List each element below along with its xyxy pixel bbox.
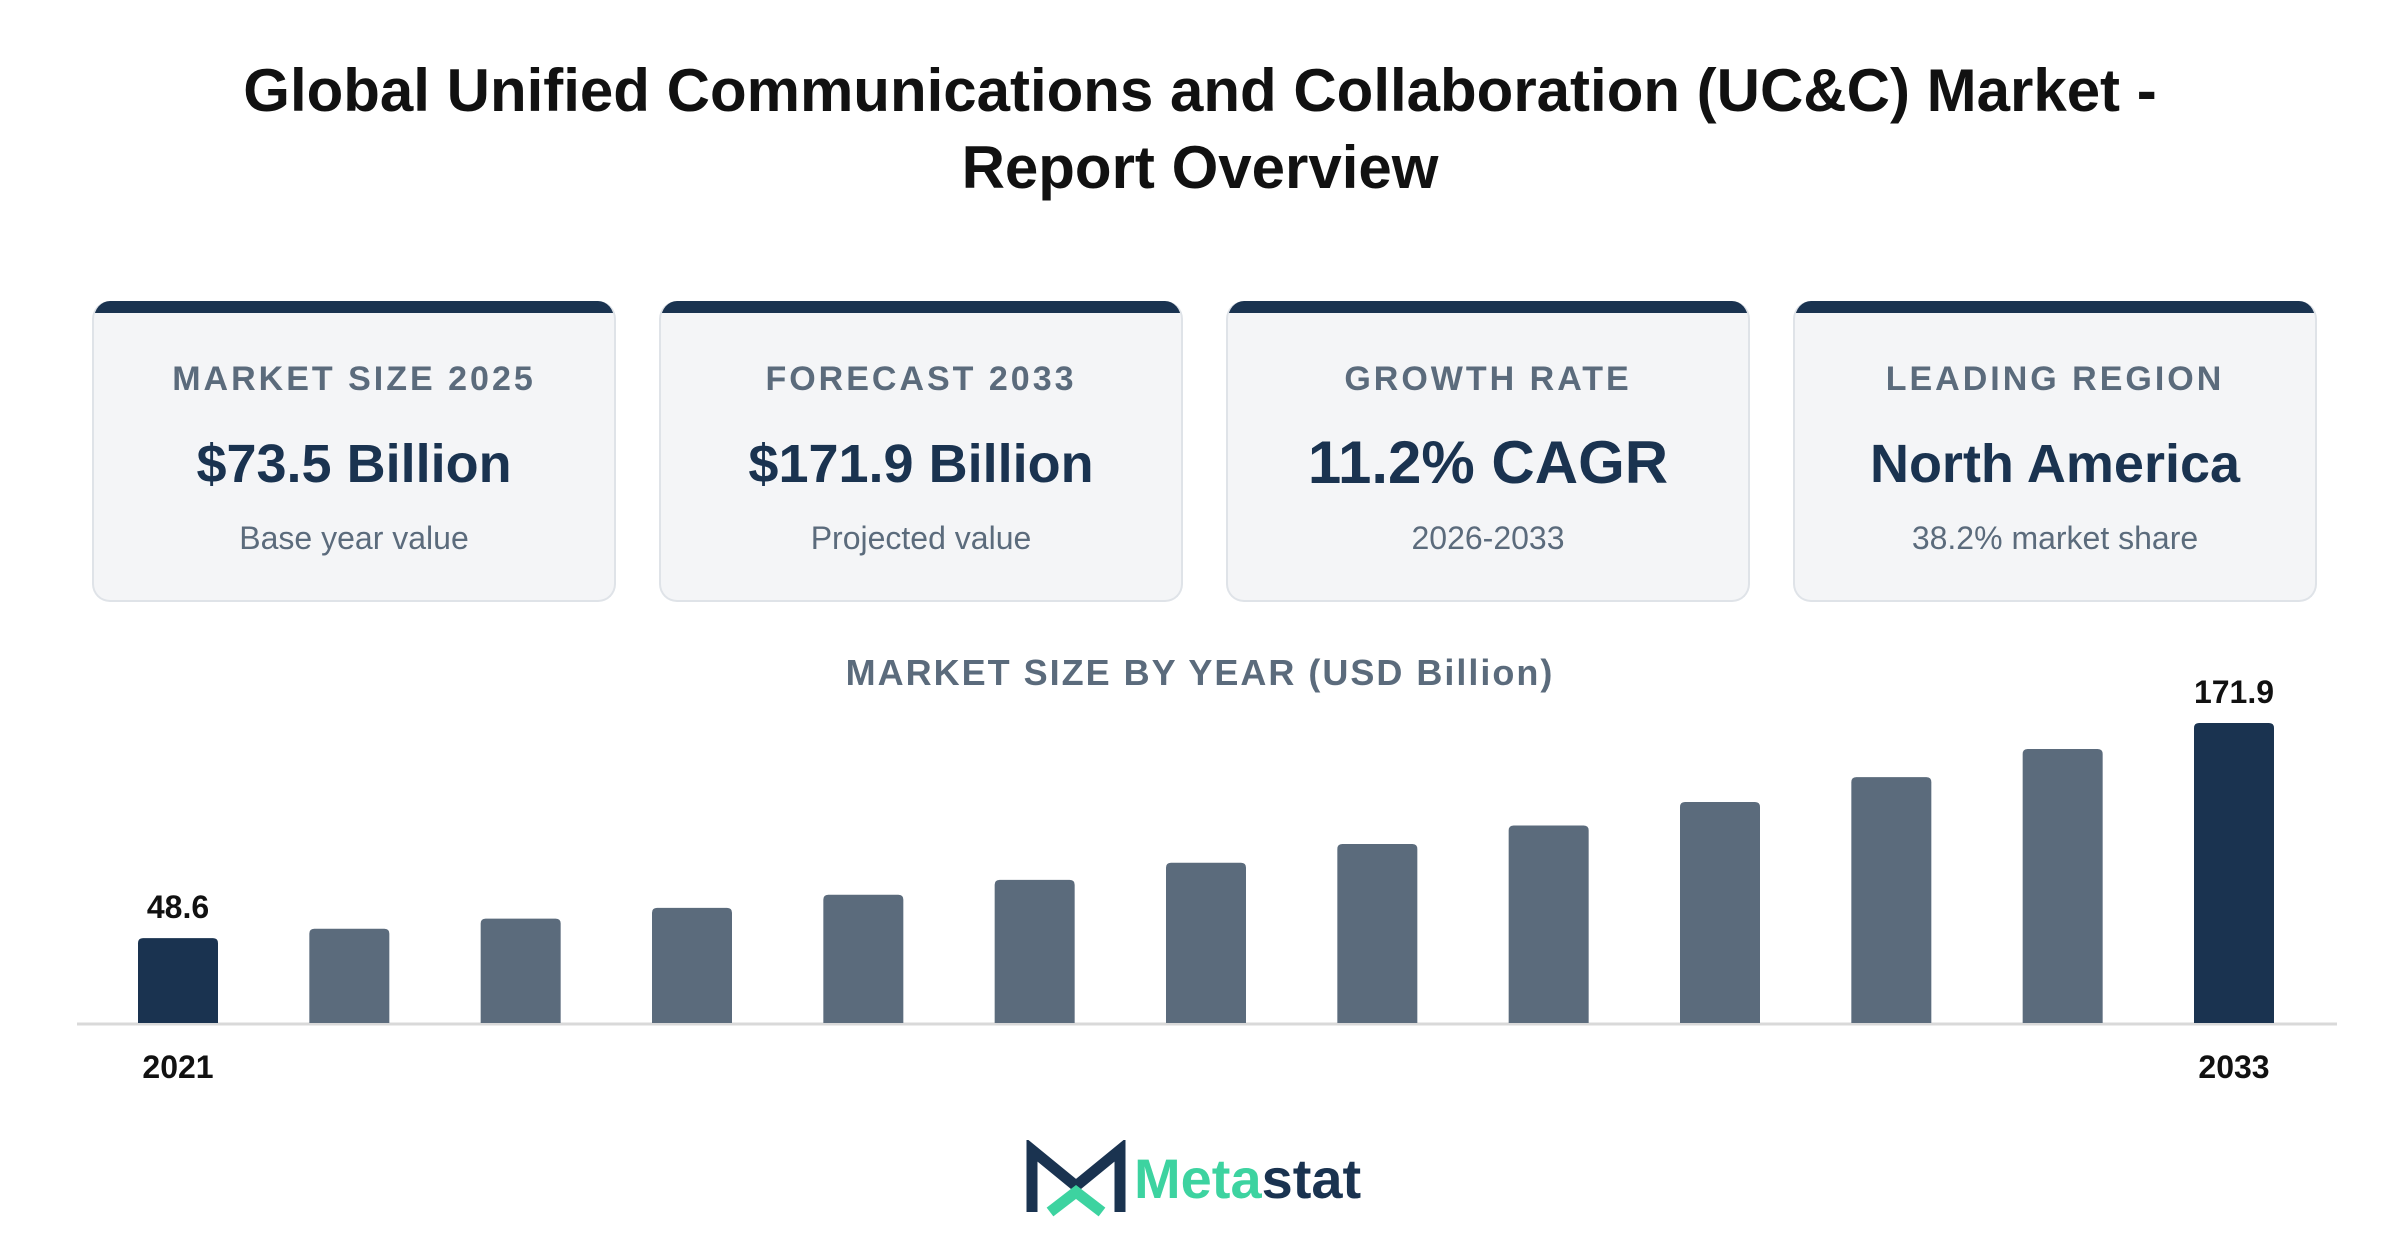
card-label: LEADING REGION — [1885, 360, 2225, 398]
logo-wordmark: Metastat — [1134, 1144, 1361, 1214]
value-label-2033: 171.9 — [2194, 674, 2274, 710]
value-label-2021: 48.6 — [147, 889, 209, 925]
card-accent-bar — [661, 301, 1181, 313]
logo-wordmark-stat: stat — [1261, 1147, 1362, 1210]
category-label-2033: 2033 — [2198, 1049, 2269, 1085]
bar-2033 — [2194, 723, 2274, 1023]
card-label: MARKET SIZE 2025 — [172, 360, 536, 398]
page-title: Global Unified Communications and Collab… — [243, 57, 2157, 201]
card-value: $171.9 Billion — [748, 434, 1094, 494]
card-accent-bar — [94, 301, 614, 313]
card-forecast: FORECAST 2033 $171.9 Billion Projected v… — [659, 301, 1183, 602]
card-label: FORECAST 2033 — [765, 360, 1077, 398]
card-accent-bar — [1795, 301, 2315, 313]
bar-2021 — [138, 938, 218, 1023]
card-subtext: Base year value — [239, 520, 469, 556]
card-value: North America — [1869, 434, 2241, 494]
bar-chart: 48.6 2021 171.9 2033 — [77, 674, 2337, 1085]
card-subtext: 38.2% market share — [1911, 520, 2199, 556]
bar-2030 — [1680, 802, 1760, 1023]
bar-2029 — [1508, 825, 1589, 1023]
logo-wordmark-meta: Meta — [1134, 1147, 1262, 1210]
card-leading-region: LEADING REGION North America 38.2% marke… — [1793, 301, 2317, 602]
card-growth-rate: GROWTH RATE 11.2% CAGR 2026-2033 — [1226, 301, 1750, 602]
card-value: $73.5 Billion — [196, 434, 512, 494]
bar-2028 — [1337, 843, 1418, 1023]
card-label: GROWTH RATE — [1344, 360, 1632, 398]
bar-2027 — [1166, 862, 1246, 1023]
card-subtext: Projected value — [810, 520, 1032, 556]
card-accent-bar — [1228, 301, 1748, 313]
card-value: 11.2% CAGR — [1307, 429, 1669, 496]
metastat-m-logo-icon — [1026, 1140, 1126, 1217]
card-subtext: 2026-2033 — [1411, 520, 1565, 556]
bar-2032 — [2022, 749, 2103, 1023]
card-market-size: MARKET SIZE 2025 $73.5 Billion Base year… — [92, 301, 616, 602]
metastat-logo: Metastat — [1026, 1140, 1406, 1220]
bar-2023 — [480, 918, 561, 1023]
bar-2022 — [309, 928, 390, 1023]
bar-2024 — [652, 907, 732, 1023]
category-label-2021: 2021 — [142, 1049, 213, 1085]
bar-2031 — [1851, 777, 1932, 1023]
bar-2025 — [823, 894, 904, 1023]
bar-2026 — [994, 879, 1075, 1023]
chart-title: MARKET SIZE BY YEAR (USD Billion) — [845, 652, 1555, 693]
